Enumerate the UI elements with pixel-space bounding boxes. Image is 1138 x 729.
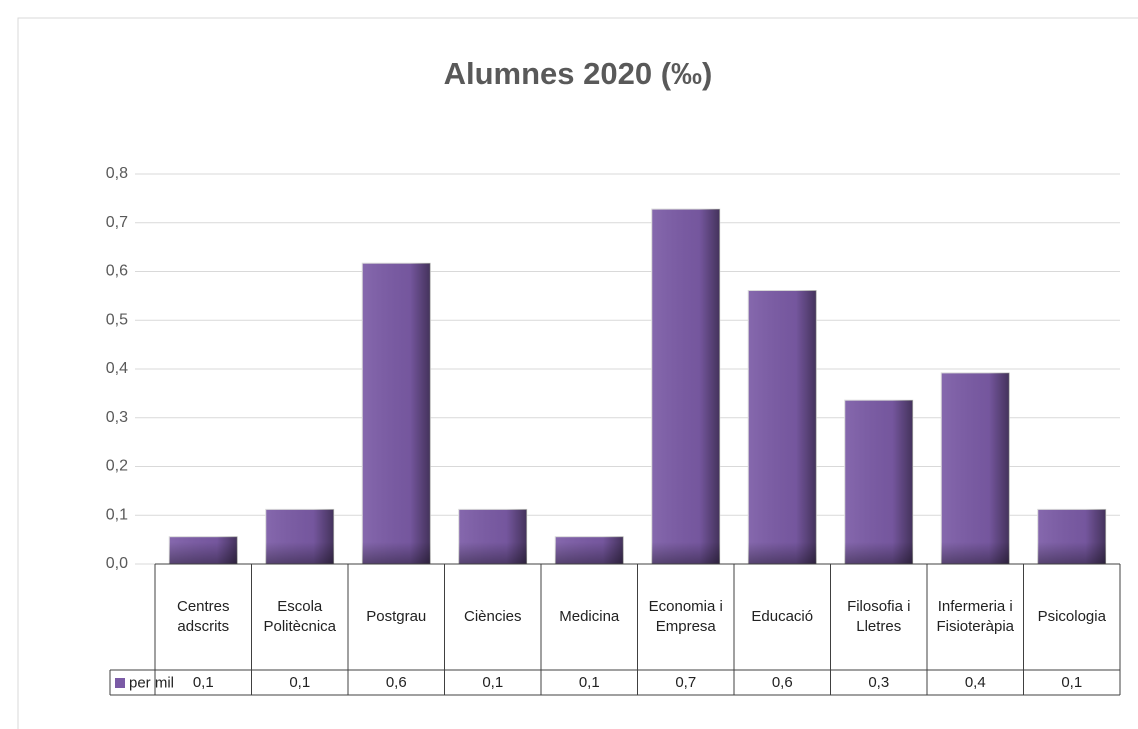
bar-foot	[555, 542, 624, 564]
value-label-box: 0,6	[385, 673, 407, 691]
bar-foot	[748, 542, 817, 564]
y-tick-label: 0,5	[106, 311, 128, 328]
x-tick-label: Ciències	[463, 608, 522, 625]
x-tick-label: Escola Politècnica	[263, 598, 337, 635]
x-tick-label-box: Economia i Empresa	[648, 598, 723, 635]
bar-foot	[651, 542, 720, 564]
x-tick-label: Economia i Empresa	[648, 598, 723, 635]
value-label-box: 0,4	[964, 673, 986, 691]
x-tick-label: Centres adscrits	[176, 598, 230, 635]
x-tick-label: Psicologia	[1037, 608, 1106, 625]
x-tick-label: Educació	[751, 608, 814, 625]
y-tick-label: 0,7	[106, 214, 128, 231]
x-tick-label-box: Educació	[751, 608, 814, 625]
x-tick-label-box: Centres adscrits	[176, 598, 230, 635]
value-label: 0,4	[964, 673, 986, 691]
value-label-box: 0,1	[289, 673, 311, 691]
value-label-box: 0,1	[482, 673, 504, 691]
y-tick-label: 0,0	[106, 555, 128, 572]
value-label: 0,1	[482, 673, 504, 691]
bar-foot	[844, 542, 913, 564]
x-tick-label-box: Medicina	[559, 608, 620, 625]
x-tick-label-box: Postgrau	[366, 608, 427, 625]
value-label-box: 0,1	[578, 673, 600, 691]
bar-shade	[362, 263, 431, 564]
value-label: 0,1	[578, 673, 600, 691]
bar-shade	[844, 400, 913, 564]
x-tick-label: Infermeria i Fisioteràpia	[936, 598, 1015, 635]
bar-shade	[651, 209, 720, 564]
value-label-box: 0,7	[675, 673, 697, 691]
value-label: 0,7	[675, 673, 697, 691]
bar-foot	[169, 542, 238, 564]
value-label: 0,1	[192, 673, 214, 691]
bar-foot	[458, 542, 527, 564]
y-tick-label: 0,6	[106, 263, 128, 280]
chart-title: Alumnes 2020 (‰)	[444, 56, 713, 91]
x-tick-label-box: Psicologia	[1037, 608, 1106, 625]
value-label: 0,1	[1061, 673, 1083, 691]
value-label-box: 0,6	[771, 673, 793, 691]
bar-foot	[1037, 542, 1106, 564]
x-tick-label-box: Infermeria i Fisioteràpia	[936, 598, 1015, 635]
bar-shade	[748, 290, 817, 564]
legend-swatch	[115, 678, 125, 688]
x-tick-label: Filosofia i Lletres	[847, 598, 911, 635]
y-tick-label: 0,4	[106, 360, 128, 377]
value-label: 0,6	[771, 673, 793, 691]
x-tick-label: Postgrau	[366, 608, 427, 625]
y-tick-label: 0,1	[106, 506, 128, 523]
value-label-box: 0,1	[192, 673, 214, 691]
value-label: 0,1	[289, 673, 311, 691]
value-label-box: 0,1	[1061, 673, 1083, 691]
x-tick-label-box: Ciències	[463, 608, 522, 625]
bar-foot	[362, 542, 431, 564]
bar-shade	[941, 372, 1010, 564]
x-tick-label: Medicina	[559, 608, 620, 625]
value-label-box: 0,3	[868, 673, 890, 691]
y-tick-label: 0,3	[106, 409, 128, 426]
value-label: 0,6	[385, 673, 407, 691]
y-tick-label: 0,8	[106, 165, 128, 182]
bar-foot	[265, 542, 334, 564]
bar-foot	[941, 542, 1010, 564]
value-label: 0,3	[868, 673, 890, 691]
x-tick-label-box: Escola Politècnica	[263, 598, 337, 635]
y-tick-label: 0,2	[106, 458, 128, 475]
legend-label: per mil	[129, 674, 174, 691]
x-tick-label-box: Filosofia i Lletres	[847, 598, 911, 635]
